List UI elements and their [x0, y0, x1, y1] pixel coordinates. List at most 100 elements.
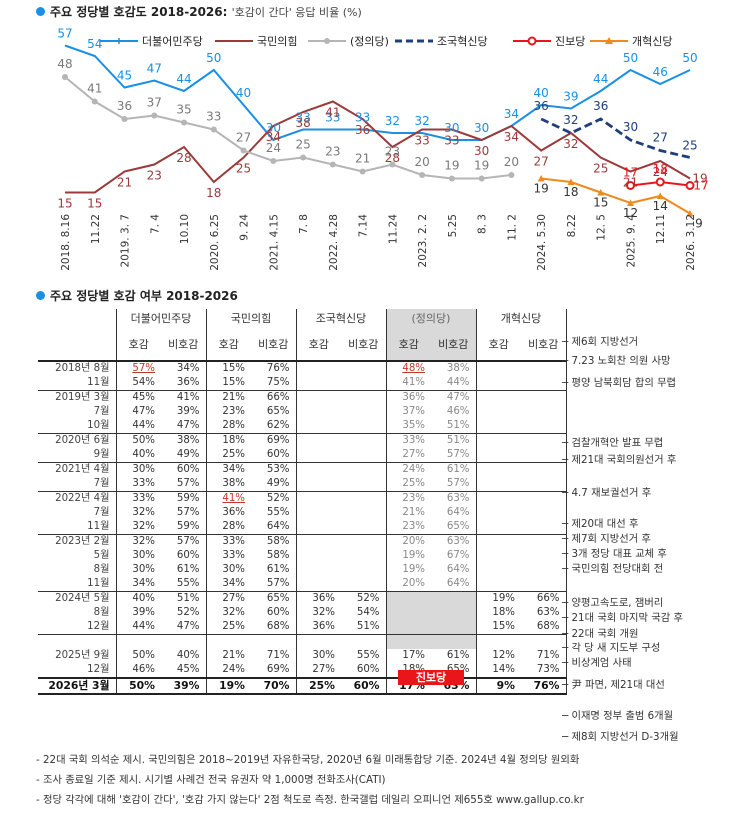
cell-like-ppp: 15% [222, 363, 245, 374]
point-jus [151, 112, 158, 119]
cell-like-jus: 23% [386, 520, 431, 535]
cell-dislike-jok [341, 477, 387, 492]
data-label-dem: 46 [653, 65, 668, 79]
table-row: 10월 44% 47% 28% 62% 35% 51% [38, 419, 567, 434]
sub-header-like: 호감 [206, 329, 251, 362]
cell-like-ppp: 33% [222, 550, 245, 561]
event-annotation: ─ 22대 국회 개원 [562, 628, 639, 640]
data-label-jus: 23 [325, 145, 340, 159]
cell-dislike-dem: 40% [161, 649, 207, 663]
cell-like-ppp: 24% [206, 663, 251, 679]
x-tick-label: 8. 3 [477, 214, 489, 234]
series-line-jok [540, 117, 691, 159]
cell-like-ppp: 23% [222, 406, 245, 417]
cell-dislike-gae [521, 534, 567, 549]
cell-dislike-dem: 52% [161, 606, 207, 620]
cell-dislike-dem: 39% [161, 677, 207, 695]
cell-like-dem: 40% [132, 593, 155, 604]
cell-like-ppp: 30% [222, 564, 245, 575]
cell-like-jok [296, 492, 341, 507]
cell-like-jok [296, 535, 341, 550]
cell-dislike-dem: 57% [161, 506, 207, 520]
cell-like-jok [296, 506, 341, 520]
cell-dislike-jok: 52% [341, 591, 387, 606]
cell-like-gae [476, 577, 521, 592]
cell-dislike-dem: 57% [161, 477, 207, 492]
point-jus [240, 147, 247, 154]
cell-like-jus [386, 591, 431, 606]
cell-dislike-jok [341, 462, 387, 477]
legend-marker-gae [605, 37, 613, 44]
cell-dislike-gae [521, 390, 567, 405]
cell-dislike-gae [521, 376, 567, 391]
data-label-jus: 27 [236, 131, 251, 145]
cell-like-ppp: 27% [222, 593, 245, 604]
cell-like-gae [476, 391, 521, 406]
cell-like-ppp: 25% [206, 620, 251, 635]
point-jus [389, 161, 396, 168]
table-row: 2023년 2월 32% 57% 33% 58% 20% 63% [38, 534, 567, 550]
data-label-dem: 50 [682, 51, 697, 65]
data-label-jok: 36 [534, 99, 549, 113]
cell-like-dem: 44% [116, 419, 161, 434]
table-row: 7월 47% 39% 23% 65% 37% 46% [38, 405, 567, 419]
table-row: 7월 32% 57% 36% 55% 21% 64% [38, 506, 567, 520]
cell-dislike-dem: 45% [161, 663, 207, 679]
series-line-dem [64, 44, 691, 142]
table-row: 11월 34% 55% 34% 57% 20% 64% [38, 577, 567, 592]
cell-dislike-dem: 59% [161, 491, 207, 506]
data-label-ppp: 34 [504, 130, 519, 144]
point-jus [448, 175, 455, 182]
cell-dislike-dem: 47% [161, 419, 207, 434]
data-label-dem: 32 [415, 114, 430, 128]
data-label-jin: 17 [623, 166, 638, 180]
cell-like-ppp: 36% [222, 507, 245, 518]
cell-like-dem: 54% [116, 376, 161, 391]
cell-like-dem: 39% [132, 607, 155, 618]
cell-like-jus: 48% [402, 363, 425, 374]
data-label-jus: 33 [206, 110, 221, 124]
cell-dislike-gae [521, 563, 567, 577]
cell-dislike-jus: 51% [431, 433, 477, 448]
cell-like-jus: 20% [402, 536, 425, 547]
cell-dislike-jus: 64% [431, 506, 477, 520]
data-label-jok: 32 [563, 113, 578, 127]
data-label-gae: 18 [563, 185, 578, 199]
cell-dislike-jus: 44% [431, 376, 477, 391]
data-label-jus: 37 [147, 96, 162, 110]
cell-like-dem: 46% [116, 663, 161, 679]
row-date: 11월 [38, 376, 117, 391]
row-date: 8월 [38, 606, 117, 620]
event-annotation: ─ 평양 남북회담 합의 무렵 [562, 377, 677, 389]
legend-label-jus: (정의당) [350, 35, 389, 48]
cell-dislike-jus: 64% [431, 563, 477, 577]
cell-like-ppp: 34% [206, 577, 251, 592]
cell-like-dem: 32% [132, 507, 155, 518]
series-line-gae [541, 177, 691, 215]
cell-like-gae [476, 434, 521, 449]
data-label-dem: 33 [355, 111, 370, 125]
event-annotation: ─ 제21대 국회의원선거 후 [562, 454, 677, 466]
cell-dislike-jok [341, 390, 387, 405]
data-label-jok: 30 [623, 120, 638, 134]
sub-header-like: 호감 [386, 329, 431, 362]
cell-like-jok: 36% [296, 620, 341, 635]
point-jus [329, 161, 336, 168]
cell-dislike-jok [341, 506, 387, 520]
point-jus [359, 168, 366, 175]
data-label-ppp: 19 [692, 172, 707, 186]
x-tick-label: 10.10 [179, 214, 191, 244]
data-label-dem: 57 [57, 27, 72, 41]
cell-dislike-ppp: 69% [251, 663, 297, 679]
cell-dislike-jus: 65% [431, 520, 477, 535]
cell-dislike-jok [341, 563, 387, 577]
event-annotation: ─ 이재명 정부 출범 6개월 [562, 710, 674, 722]
data-label-ppp: 18 [206, 186, 221, 200]
x-tick-label: 2021. 4.15 [268, 214, 280, 271]
data-label-dem: 30 [266, 121, 281, 135]
cell-like-ppp: 33% [222, 536, 245, 547]
row-date: 2019년 3월 [38, 390, 117, 405]
data-label-gae: 15 [593, 196, 608, 210]
cell-like-ppp: 21% [222, 392, 245, 403]
cell-dislike-jus: 61% [431, 649, 477, 663]
